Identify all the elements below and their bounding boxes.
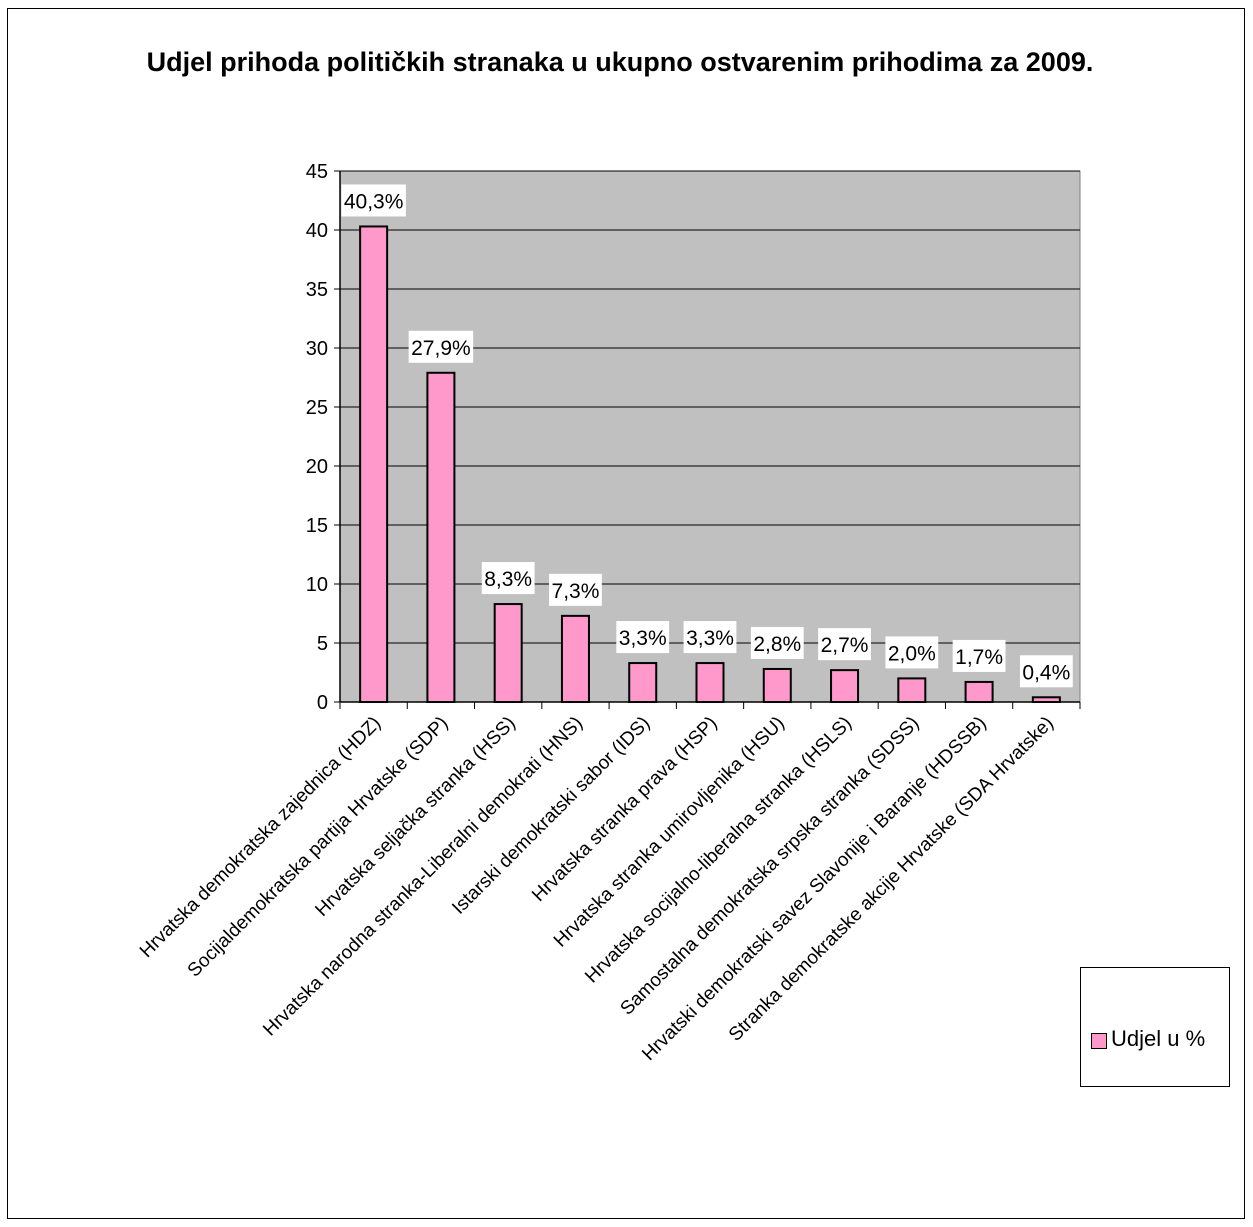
data-label: 3,3% [686,627,734,650]
y-tick-label: 35 [306,279,328,301]
bar [628,662,658,703]
data-label: 1,7% [955,646,1003,669]
bar [426,371,456,703]
category-label: Stranka demokratske akcije Hrvatske (SDA… [725,713,1058,1046]
legend-label: Udjel u % [1111,1026,1206,1051]
bar [1031,696,1061,704]
data-label: 40,3% [344,190,404,213]
bar [359,225,389,704]
y-tick-label: 0 [317,692,328,714]
data-label: 0,4% [1022,661,1070,684]
bar [762,667,792,704]
category-label: Hrvatska demokratska zajednica (HDZ) [136,713,385,962]
data-label: 2,7% [821,634,869,657]
data-label-box [408,330,474,363]
y-tick-label: 5 [317,633,328,655]
data-label: 8,3% [484,568,532,591]
data-label-box [885,636,939,669]
bar [897,677,927,704]
data-label-box [549,573,602,606]
data-label: 7,3% [552,580,600,603]
bar [560,614,590,703]
y-tick-label: 25 [306,397,328,419]
y-tick-label: 10 [306,574,328,596]
bar [695,662,725,703]
bar [964,680,994,704]
data-label-box [818,628,871,661]
data-label-box [341,184,406,217]
data-label-box [1019,655,1073,688]
data-label: 2,8% [753,633,801,656]
y-tick-label: 20 [306,456,328,478]
data-label-box [750,626,804,659]
data-label-box [952,639,1006,672]
bar [493,603,523,703]
data-label: 3,3% [619,627,667,650]
chart-title: Udjel prihoda političkih stranaka u ukup… [146,47,1094,77]
data-label: 2,0% [888,642,936,665]
bar [830,669,860,704]
legend: Udjel u % [1080,967,1230,1087]
data-label-box [683,621,737,654]
y-tick-label: 40 [306,220,328,242]
data-label: 27,9% [411,337,471,360]
category-label: Socijaldemokratska partija Hrvatske (SDP… [184,713,453,982]
category-label: Hrvatska narodna stranka-Liberalni demok… [259,713,587,1041]
y-tick-label: 15 [306,515,328,537]
data-label-box [616,621,670,654]
legend-swatch [1091,1033,1107,1049]
data-label-box [481,562,535,595]
y-tick-label: 45 [306,161,328,183]
y-tick-label: 30 [306,338,328,360]
category-label: Hrvatska stranka umirovljenika (HSU) [550,713,789,952]
